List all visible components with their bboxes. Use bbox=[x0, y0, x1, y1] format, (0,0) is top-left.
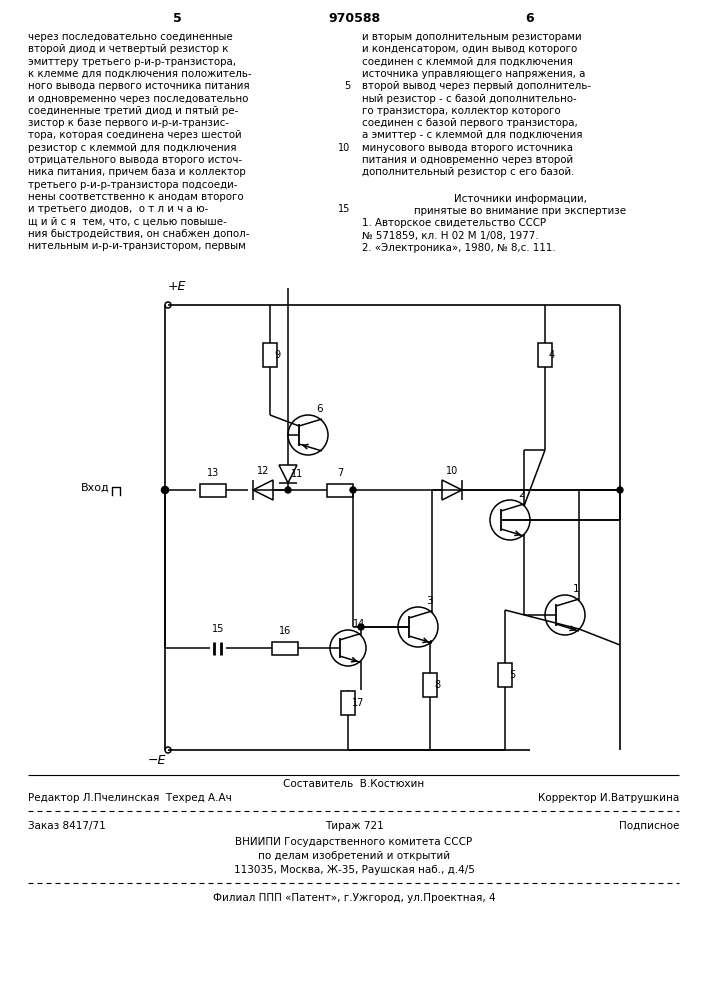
Text: 9: 9 bbox=[274, 350, 280, 360]
Text: а эмиттер - с клеммой для подключения: а эмиттер - с клеммой для подключения bbox=[362, 130, 583, 140]
Text: нены соответственно к анодам второго: нены соответственно к анодам второго bbox=[28, 192, 244, 202]
Circle shape bbox=[617, 487, 623, 493]
Text: второй диод и четвертый резистор к: второй диод и четвертый резистор к bbox=[28, 44, 228, 54]
Text: минусового вывода второго источника: минусового вывода второго источника bbox=[362, 143, 573, 153]
Text: № 571859, кл. Н 02 М 1/08, 1977.: № 571859, кл. Н 02 М 1/08, 1977. bbox=[362, 231, 539, 241]
Bar bbox=[423, 673, 437, 697]
Text: тора, которая соединена через шестой: тора, которая соединена через шестой bbox=[28, 130, 242, 140]
Text: резистор с клеммой для подключения: резистор с клеммой для подключения bbox=[28, 143, 237, 153]
Text: Составитель  В.Костюхин: Составитель В.Костюхин bbox=[284, 779, 425, 789]
Circle shape bbox=[358, 624, 364, 630]
Text: го транзистора, коллектор которого: го транзистора, коллектор которого bbox=[362, 106, 561, 116]
Text: Подписное: Подписное bbox=[619, 821, 679, 831]
Text: питания и одновременно через второй: питания и одновременно через второй bbox=[362, 155, 573, 165]
Circle shape bbox=[162, 487, 168, 493]
Text: 5: 5 bbox=[344, 81, 350, 91]
Text: соединен с клеммой для подключения: соединен с клеммой для подключения bbox=[362, 57, 573, 67]
Text: 1: 1 bbox=[573, 584, 580, 594]
Bar bbox=[327, 484, 353, 496]
Text: 11: 11 bbox=[291, 469, 303, 479]
Text: ный резистор - с базой дополнительно-: ный резистор - с базой дополнительно- bbox=[362, 94, 577, 104]
Text: 17: 17 bbox=[352, 698, 364, 708]
Text: 1. Авторское свидетельство СССР: 1. Авторское свидетельство СССР bbox=[362, 219, 546, 229]
Text: 2. «Электроника», 1980, № 8,с. 111.: 2. «Электроника», 1980, № 8,с. 111. bbox=[362, 243, 556, 253]
Text: ВНИИПИ Государственного комитета СССР: ВНИИПИ Государственного комитета СССР bbox=[235, 837, 472, 847]
Text: 2: 2 bbox=[518, 489, 525, 499]
Text: 113035, Москва, Ж-35, Раушская наб., д.4/5: 113035, Москва, Ж-35, Раушская наб., д.4… bbox=[233, 865, 474, 875]
Text: ного вывода первого источника питания: ного вывода первого источника питания bbox=[28, 81, 250, 91]
Text: и конденсатором, один вывод которого: и конденсатором, один вывод которого bbox=[362, 44, 577, 54]
Text: и вторым дополнительным резисторами: и вторым дополнительным резисторами bbox=[362, 32, 582, 42]
Text: 16: 16 bbox=[279, 626, 291, 636]
Text: отрицательного вывода второго источ-: отрицательного вывода второго источ- bbox=[28, 155, 242, 165]
Text: Вход: Вход bbox=[81, 483, 110, 493]
Text: Редактор Л.Пчелинская  Техред А.Ач: Редактор Л.Пчелинская Техред А.Ач bbox=[28, 793, 232, 803]
Text: Тираж 721: Тираж 721 bbox=[325, 821, 383, 831]
Text: к клемме для подключения положитель-: к клемме для подключения положитель- bbox=[28, 69, 252, 79]
Text: Корректор И.Ватрушкина: Корректор И.Ватрушкина bbox=[538, 793, 679, 803]
Bar bbox=[263, 343, 277, 367]
Text: 12: 12 bbox=[257, 466, 269, 476]
Text: и одновременно через последовательно: и одновременно через последовательно bbox=[28, 94, 248, 104]
Text: эмиттеру третьего р-и-р-транзистора,: эмиттеру третьего р-и-р-транзистора, bbox=[28, 57, 236, 67]
Bar bbox=[341, 691, 355, 715]
Text: 13: 13 bbox=[207, 468, 219, 478]
Text: 7: 7 bbox=[337, 468, 343, 478]
Text: и третьего диодов,  о т л и ч а ю-: и третьего диодов, о т л и ч а ю- bbox=[28, 204, 209, 214]
Text: 10: 10 bbox=[446, 466, 458, 476]
Text: 10: 10 bbox=[338, 143, 350, 153]
Text: третьего р-и-р-транзистора подсоеди-: третьего р-и-р-транзистора подсоеди- bbox=[28, 180, 238, 190]
Text: +E: +E bbox=[168, 280, 187, 293]
Text: по делам изобретений и открытий: по делам изобретений и открытий bbox=[258, 851, 450, 861]
Text: второй вывод через первый дополнитель-: второй вывод через первый дополнитель- bbox=[362, 81, 591, 91]
Text: 970588: 970588 bbox=[328, 12, 380, 25]
Text: 14: 14 bbox=[353, 619, 366, 629]
Text: дополнительный резистор с его базой.: дополнительный резистор с его базой. bbox=[362, 167, 574, 177]
Text: 5: 5 bbox=[509, 670, 515, 680]
Text: 15: 15 bbox=[212, 624, 224, 634]
Bar bbox=[200, 484, 226, 496]
Text: 5: 5 bbox=[173, 12, 182, 25]
Text: ника питания, причем база и коллектор: ника питания, причем база и коллектор bbox=[28, 167, 246, 177]
Bar bbox=[498, 663, 512, 687]
Text: Филиал ППП «Патент», г.Ужгород, ул.Проектная, 4: Филиал ППП «Патент», г.Ужгород, ул.Проек… bbox=[213, 893, 496, 903]
Text: нительным и-р-и-транзистором, первым: нительным и-р-и-транзистором, первым bbox=[28, 241, 246, 251]
Text: соединен с базой первого транзистора,: соединен с базой первого транзистора, bbox=[362, 118, 578, 128]
Text: Заказ 8417/71: Заказ 8417/71 bbox=[28, 821, 106, 831]
Text: соединенные третий диод и пятый ре-: соединенные третий диод и пятый ре- bbox=[28, 106, 238, 116]
Text: щ и й с я  тем, что, с целью повыше-: щ и й с я тем, что, с целью повыше- bbox=[28, 217, 227, 227]
Bar bbox=[272, 642, 298, 654]
Text: 15: 15 bbox=[338, 204, 350, 214]
Text: Источники информации,: Источники информации, bbox=[454, 194, 586, 204]
Circle shape bbox=[350, 487, 356, 493]
Bar bbox=[538, 343, 552, 367]
Text: 6: 6 bbox=[526, 12, 534, 25]
Text: источника управляющего напряжения, а: источника управляющего напряжения, а bbox=[362, 69, 585, 79]
Text: 6: 6 bbox=[316, 404, 322, 414]
Circle shape bbox=[285, 487, 291, 493]
Text: −E: −E bbox=[148, 754, 166, 767]
Text: принятые во внимание при экспертизе: принятые во внимание при экспертизе bbox=[414, 206, 626, 216]
Text: зистор к базе первого и-р-и-транзис-: зистор к базе первого и-р-и-транзис- bbox=[28, 118, 229, 128]
Text: через последовательно соединенные: через последовательно соединенные bbox=[28, 32, 233, 42]
Text: 8: 8 bbox=[434, 680, 440, 690]
Text: ния быстродействия, он снабжен допол-: ния быстродействия, он снабжен допол- bbox=[28, 229, 250, 239]
Text: 4: 4 bbox=[549, 350, 555, 360]
Text: 3: 3 bbox=[426, 596, 433, 606]
